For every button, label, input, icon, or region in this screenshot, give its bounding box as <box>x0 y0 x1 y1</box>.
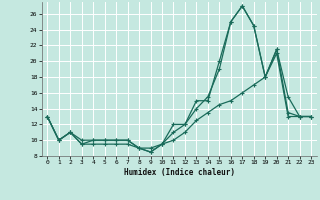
X-axis label: Humidex (Indice chaleur): Humidex (Indice chaleur) <box>124 168 235 177</box>
